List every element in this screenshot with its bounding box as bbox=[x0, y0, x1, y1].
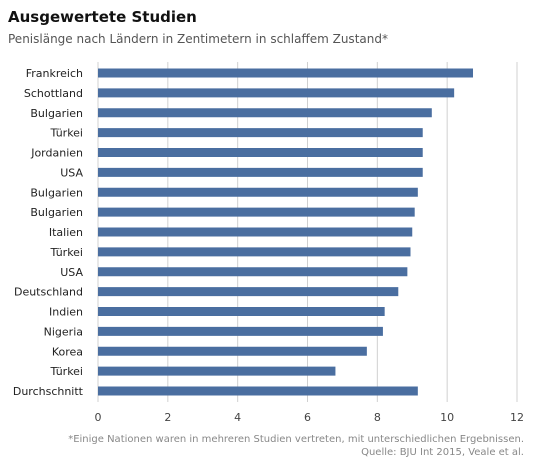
category-label: Durchschnitt bbox=[13, 385, 84, 398]
category-label: Indien bbox=[49, 306, 83, 319]
category-label: Deutschland bbox=[14, 286, 83, 299]
chart-subtitle: Penislänge nach Ländern in Zentimetern i… bbox=[8, 32, 388, 46]
bar-14 bbox=[98, 326, 383, 336]
category-label: Nigeria bbox=[44, 325, 83, 338]
category-label: USA bbox=[60, 166, 83, 179]
category-label: Jordanien bbox=[30, 147, 83, 160]
bar-11 bbox=[98, 267, 408, 277]
bar-17 bbox=[98, 386, 418, 396]
footnote: *Einige Nationen waren in mehreren Studi… bbox=[68, 433, 524, 459]
category-label: Türkei bbox=[49, 365, 83, 378]
category-label: Frankreich bbox=[26, 67, 83, 80]
x-tick-label: 0 bbox=[95, 411, 102, 424]
category-label: Türkei bbox=[49, 127, 83, 140]
x-tick-label: 6 bbox=[304, 411, 311, 424]
bar-6 bbox=[98, 167, 423, 177]
category-label: Bulgarien bbox=[30, 107, 83, 120]
bar-8 bbox=[98, 207, 415, 217]
bar-4 bbox=[98, 128, 423, 138]
bar-12 bbox=[98, 287, 399, 297]
chart-title: Ausgewertete Studien bbox=[8, 8, 197, 26]
bar-16 bbox=[98, 366, 336, 376]
footnote-note: *Einige Nationen waren in mehreren Studi… bbox=[68, 434, 524, 445]
category-label: USA bbox=[60, 266, 83, 279]
x-tick-label: 12 bbox=[510, 411, 524, 424]
x-tick-label: 10 bbox=[440, 411, 454, 424]
bar-9 bbox=[98, 227, 413, 237]
category-label: Bulgarien bbox=[30, 206, 83, 219]
bar-7 bbox=[98, 187, 418, 197]
bar-5 bbox=[98, 148, 423, 157]
bar-1 bbox=[98, 68, 474, 78]
category-label: Türkei bbox=[49, 246, 83, 259]
bar-15 bbox=[98, 346, 367, 356]
bar-3 bbox=[98, 108, 432, 118]
x-tick-label: 2 bbox=[164, 411, 171, 424]
bar-13 bbox=[98, 307, 385, 316]
category-label: Schottland bbox=[24, 87, 83, 100]
category-label: Bulgarien bbox=[30, 186, 83, 199]
bar-10 bbox=[98, 247, 411, 257]
x-tick-label: 4 bbox=[234, 411, 241, 424]
category-label: Korea bbox=[52, 345, 83, 358]
x-tick-label: 8 bbox=[374, 411, 381, 424]
bar-2 bbox=[98, 88, 455, 98]
category-label: Italien bbox=[49, 226, 83, 239]
footnote-source: Quelle: BJU Int 2015, Veale et al. bbox=[361, 447, 524, 458]
